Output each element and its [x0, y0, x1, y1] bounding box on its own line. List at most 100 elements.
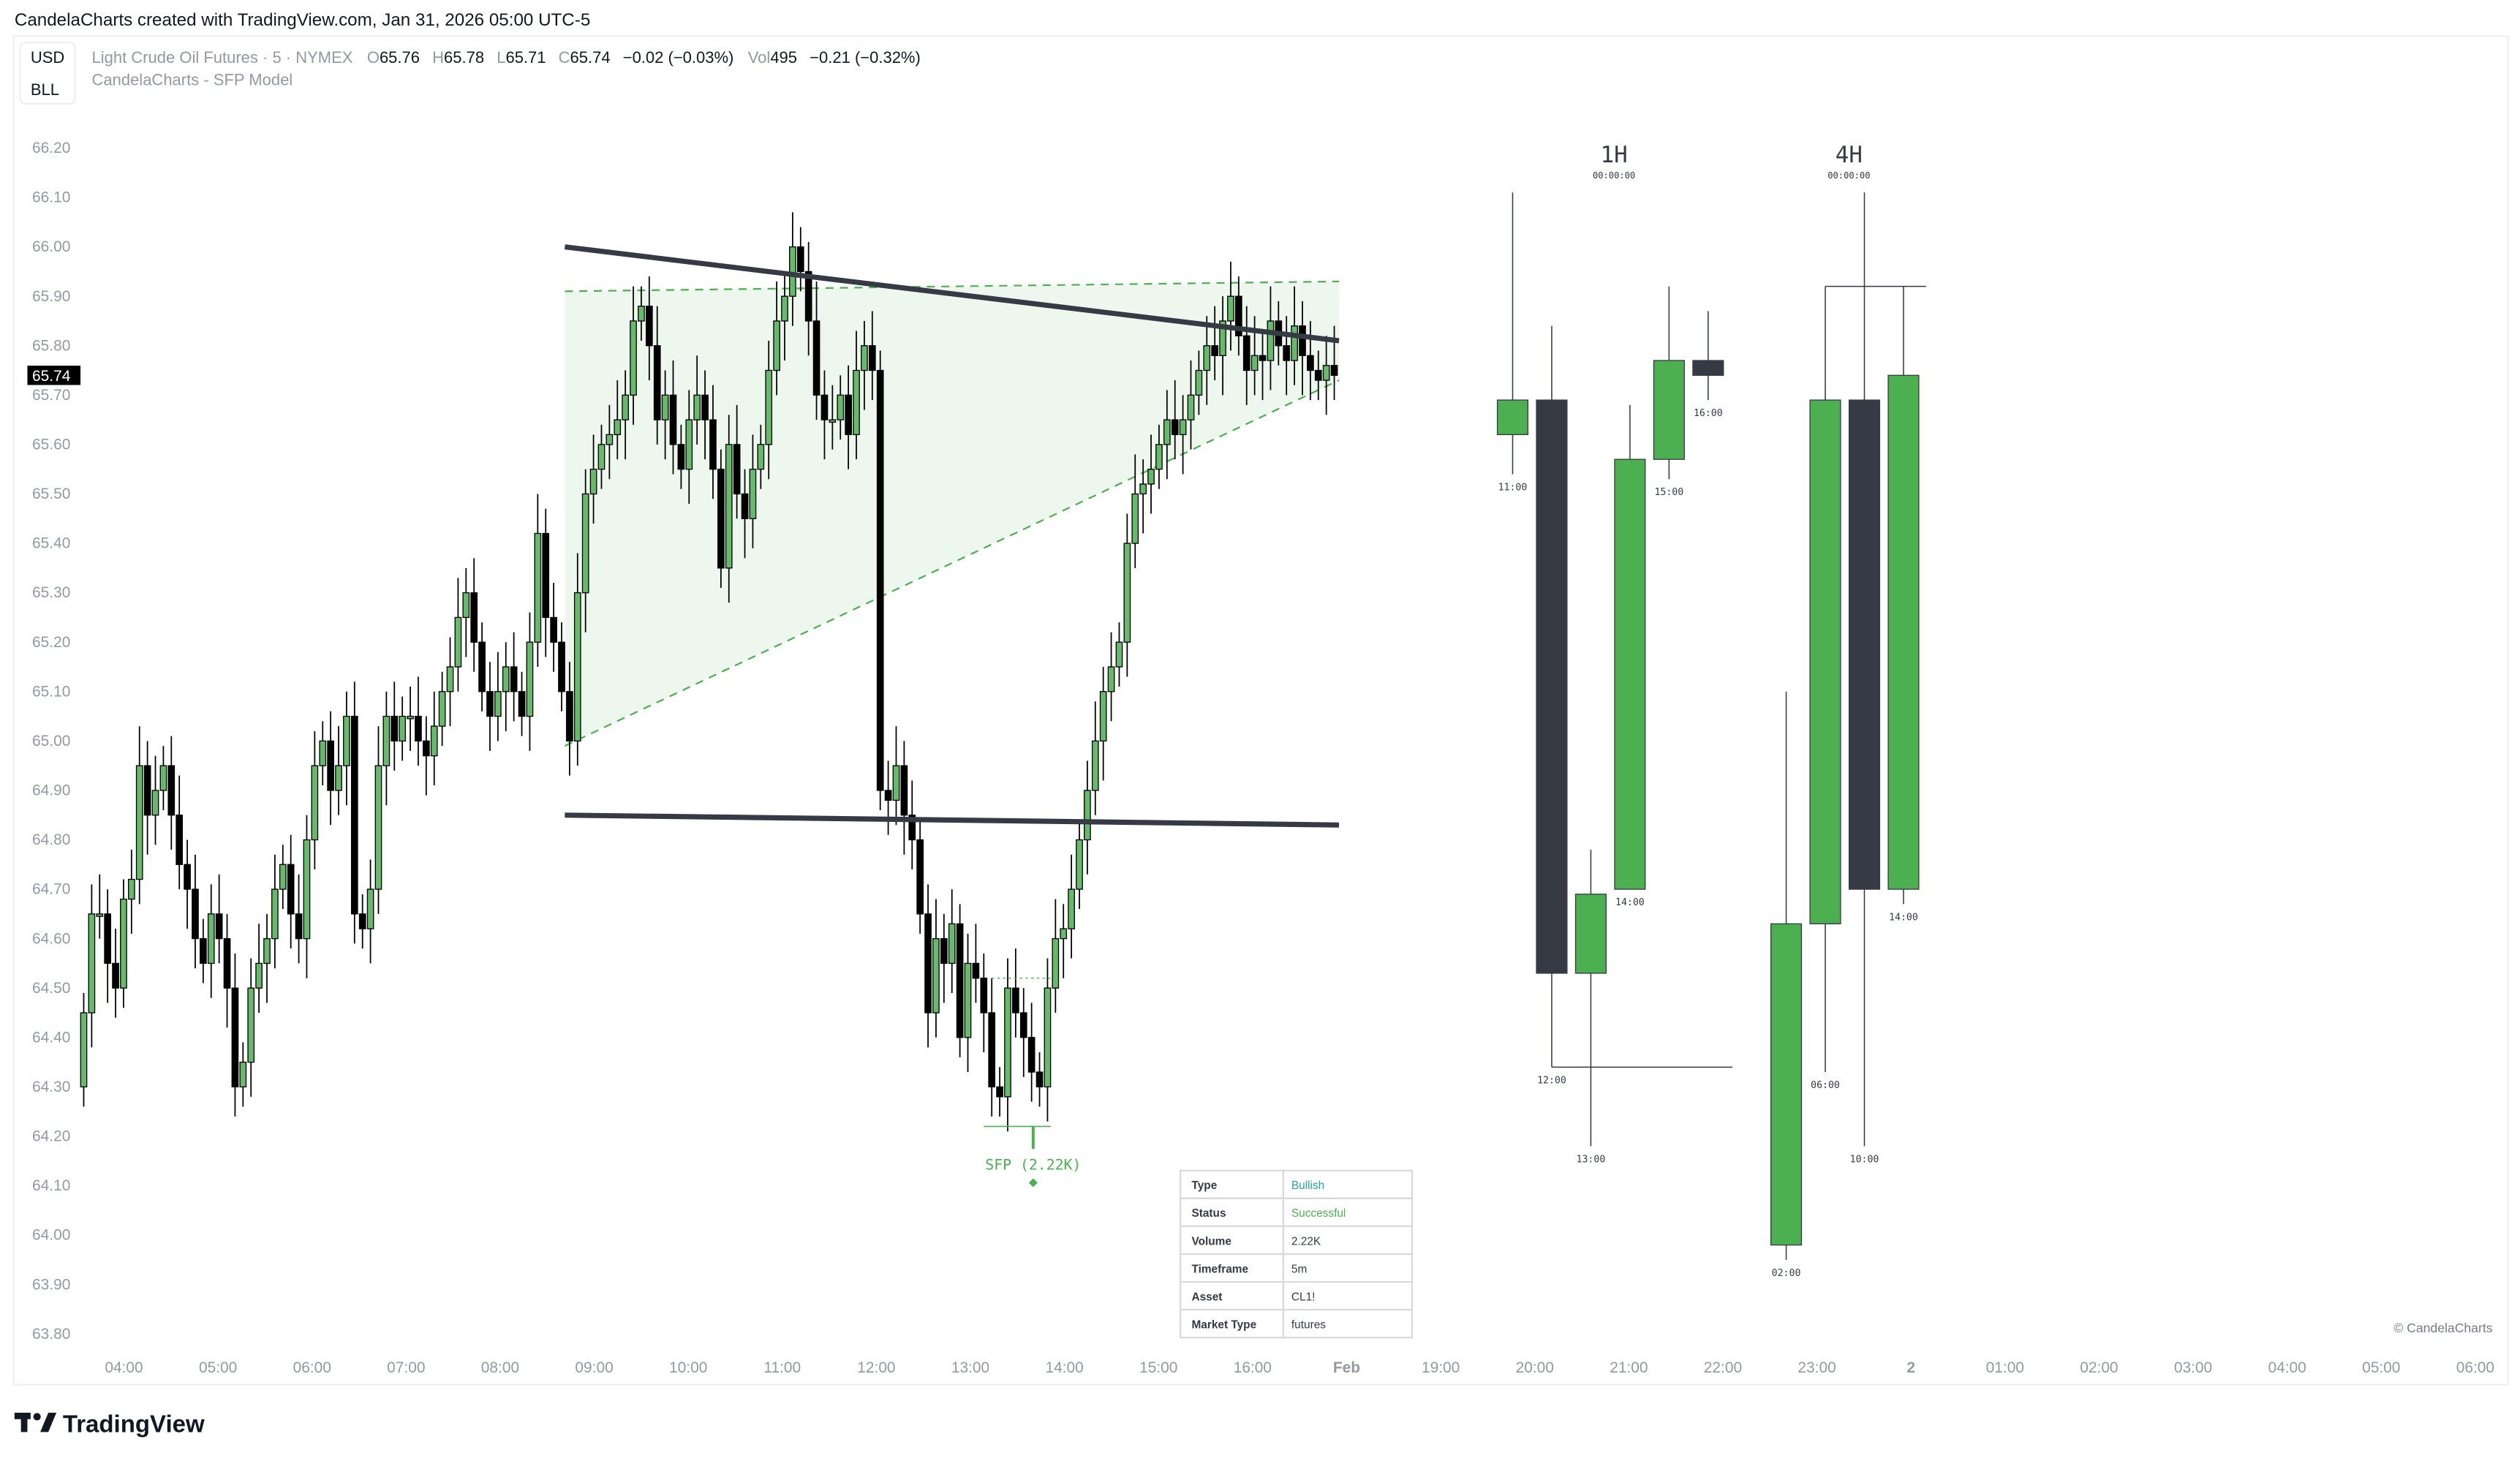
- htf-body-up: [1496, 399, 1529, 436]
- table-row: Status Successful: [1179, 1197, 1414, 1228]
- candle-body-up: [837, 394, 845, 420]
- candle-body-down: [653, 345, 661, 420]
- candle-body-up: [892, 765, 900, 801]
- candle-body-down: [415, 715, 422, 742]
- table-row: Market Type futures: [1179, 1309, 1414, 1339]
- htf-body-up: [1653, 360, 1685, 460]
- candle-body-up: [1076, 839, 1083, 890]
- candle: [1091, 701, 1099, 815]
- table-value: 2.22K: [1291, 1235, 1321, 1247]
- candle: [581, 469, 589, 633]
- price-axis[interactable]: 66.20 66.10 66.00 65.90 65.80 65.70 65.60 65.50…: [32, 140, 70, 1343]
- candle-body-down: [215, 913, 223, 940]
- candle: [207, 884, 215, 998]
- htf-body-up: [1887, 374, 1920, 890]
- candle: [534, 494, 542, 667]
- candle-body-up: [1179, 419, 1187, 436]
- watermark: © CandelaCharts: [2393, 1321, 2492, 1335]
- candle-body-down: [104, 913, 111, 964]
- table-key: Volume: [1191, 1235, 1231, 1247]
- price-tick-label: 64.10: [32, 1177, 70, 1194]
- candle-body-up: [239, 1061, 247, 1088]
- candle: [765, 340, 773, 480]
- candle-body-up: [494, 691, 502, 717]
- candle-body-down: [645, 306, 653, 347]
- candle: [1019, 988, 1027, 1077]
- candle: [1107, 632, 1115, 722]
- price-tick-label: 65.60: [32, 436, 70, 453]
- candle-body-down: [845, 394, 852, 436]
- candle: [733, 404, 741, 519]
- candle-body-up: [964, 962, 972, 1038]
- time-tick-label: 01:00: [1986, 1359, 2024, 1376]
- indicator-legend[interactable]: CandelaCharts - SFP Model: [91, 71, 293, 89]
- candle: [343, 691, 350, 806]
- table-key-cell: [1179, 1197, 1285, 1228]
- htf-body-up: [1574, 894, 1607, 974]
- tradingview-logo[interactable]: TradingView: [14, 1410, 205, 1437]
- candle: [159, 746, 167, 810]
- candle: [1139, 459, 1147, 534]
- candle-body-up: [382, 715, 391, 766]
- candle-body-up: [1163, 419, 1171, 445]
- symbol-legend[interactable]: Light Crude Oil Futures · 5 · NYMEX O65.…: [91, 48, 920, 67]
- candle: [1235, 276, 1242, 356]
- candle: [350, 682, 358, 944]
- candle-body-down: [287, 864, 295, 915]
- candle-body-down: [486, 691, 494, 717]
- candle: [1004, 958, 1011, 1132]
- price-tick-label: 66.20: [32, 140, 70, 156]
- candle: [407, 687, 414, 751]
- time-axis[interactable]: 04:00 05:00 06:00 07:00 08:00 09:00 10:00 11:00…: [105, 1359, 2494, 1376]
- candle-body-down: [924, 913, 932, 1013]
- currency-label: USD: [31, 48, 64, 67]
- htf-candle: 16:00: [1692, 311, 1724, 419]
- candle-body-up: [1227, 295, 1234, 322]
- candle: [614, 380, 622, 460]
- candle: [1242, 306, 1250, 405]
- last-price-label: 65.74: [27, 366, 81, 385]
- candle-body-up: [773, 320, 780, 371]
- price-tick-label: 64.20: [32, 1128, 70, 1145]
- candle: [845, 365, 852, 469]
- htf-candles-panel: 1H 00:00:00 11:00 12:00 13:00 14:00 15:00 16:00…: [1496, 142, 1926, 1279]
- time-tick-label: 23:00: [1797, 1359, 1836, 1376]
- time-tick-label: 12:00: [857, 1359, 895, 1376]
- candle: [151, 755, 159, 845]
- table-row: Type Bullish: [1179, 1169, 1414, 1199]
- price-tick-label: 64.40: [32, 1029, 70, 1046]
- candle: [1267, 286, 1275, 390]
- candle: [494, 652, 502, 741]
- table-value: Bullish: [1291, 1179, 1324, 1192]
- candle-body-down: [542, 532, 550, 619]
- candle-body-down: [709, 419, 717, 470]
- price-tick-label: 64.70: [32, 881, 70, 898]
- time-tick-label: Feb: [1333, 1359, 1360, 1376]
- candle: [677, 424, 685, 489]
- sfp-info-table: Type Bullish Status Successful Volume 2.22K Ti…: [1179, 1169, 1414, 1339]
- time-tick-label: 08:00: [481, 1359, 519, 1376]
- candle-body-up: [1044, 987, 1052, 1088]
- candle-body-up: [1091, 740, 1099, 791]
- candle: [916, 820, 924, 934]
- candle-body-down: [940, 937, 948, 964]
- candle-body-up: [1052, 937, 1060, 989]
- candle-body-up: [438, 691, 446, 727]
- time-tick-label: 04:00: [2268, 1359, 2306, 1376]
- candle: [964, 933, 972, 1073]
- candle: [1076, 820, 1083, 910]
- time-tick-label: 13:00: [951, 1359, 989, 1376]
- price-tick-label: 65.20: [32, 634, 70, 651]
- candle-body-down: [184, 864, 191, 890]
- candle-body-up: [120, 898, 127, 989]
- candle: [948, 889, 956, 993]
- candle: [526, 612, 534, 751]
- currency-unit-box[interactable]: USD BLL: [19, 42, 76, 105]
- candle: [884, 760, 892, 835]
- candle-body-down: [876, 369, 884, 791]
- time-tick-label: 02:00: [2080, 1359, 2118, 1376]
- tradingview-logo-text: TradingView: [63, 1410, 205, 1437]
- candle: [399, 696, 407, 761]
- candle: [112, 929, 119, 1018]
